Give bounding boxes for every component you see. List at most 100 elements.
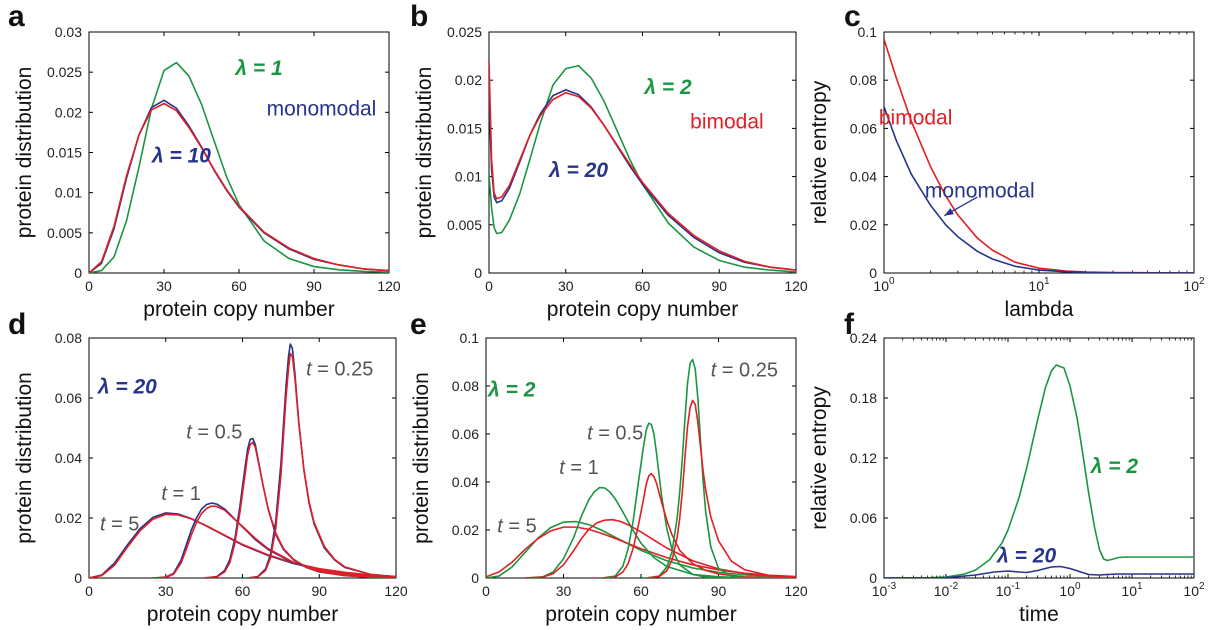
panel-label-e: e [410, 308, 427, 341]
y-tick-label: 0.01 [55, 185, 82, 201]
tick-base: 10 [872, 583, 888, 599]
x-tick-label: 100 [1059, 581, 1081, 599]
x-axis-label: protein copy number [547, 298, 738, 321]
x-axis-label: lambda [1005, 298, 1074, 321]
x-tick-label: 90 [711, 278, 727, 294]
y-tick-label: 0 [74, 265, 82, 281]
x-tick-label: 120 [377, 278, 401, 294]
annotation-rest: = 5 [106, 513, 140, 535]
y-tick-label: 0 [869, 570, 877, 586]
x-axis-label: time [1019, 603, 1059, 626]
x-tick-label: 60 [235, 583, 251, 599]
annotation-var: t [497, 516, 504, 538]
y-tick-label: 0 [74, 570, 82, 586]
series-line-green-4 [602, 422, 796, 578]
annotation-arrowhead [944, 208, 954, 216]
annotation-var: t [161, 483, 168, 505]
x-tick-label: 120 [784, 583, 808, 599]
tick-base: 10 [1183, 583, 1199, 599]
series-line-blue-4 [204, 437, 396, 578]
y-axis-label: protein distribution [410, 372, 433, 544]
y-axis-label: protein distribution [13, 67, 36, 239]
x-axis-label: protein copy number [143, 298, 334, 321]
tick-exponent: 2 [1199, 276, 1205, 287]
y-tick-label: 0.02 [55, 104, 82, 120]
panel-label-b: b [410, 0, 428, 33]
annotation-label: bimodal [879, 107, 953, 130]
x-tick-label: 60 [633, 583, 649, 599]
y-tick-label: 0.08 [850, 72, 877, 88]
tick-exponent: 1 [1137, 581, 1143, 592]
x-tick-label: 120 [784, 278, 808, 294]
y-tick-label: 0.08 [452, 378, 479, 394]
x-tick-label: 30 [158, 583, 174, 599]
y-tick-label: 0 [471, 570, 479, 586]
tick-exponent: 0 [1075, 581, 1081, 592]
tick-exponent: 0 [889, 276, 895, 287]
annotation-rest: = 0.25 [312, 359, 374, 381]
y-tick-label: 0.015 [47, 145, 82, 161]
panel-d: d 0 0.02 0.04 0.06 0.08 0 30 60 90 120 protein copy… [8, 308, 408, 626]
annotation-label: t = 0.25 [306, 359, 373, 381]
x-axis-label: protein copy number [147, 603, 338, 626]
y-tick-label: 0.005 [47, 225, 82, 241]
y-tick-label: 0.18 [850, 390, 877, 406]
y-tick-label: 0.02 [455, 72, 482, 88]
y-axis-label: protein distribution [413, 67, 436, 239]
y-tick-label: 0.04 [452, 474, 479, 490]
tick-base: 10 [1028, 278, 1044, 294]
series-line-red-0 [884, 38, 1194, 273]
x-tick-label: 10-3 [872, 581, 897, 599]
series-line-blue-1 [884, 106, 1194, 273]
series-line-green-0 [486, 520, 796, 578]
y-axis-label: relative entropy [808, 80, 831, 224]
annotation-label: t = 1 [559, 457, 598, 479]
series-line-red-3 [524, 518, 796, 578]
y-tick-label: 0.02 [452, 522, 479, 538]
y-tick-label: 0.1 [460, 330, 480, 346]
panel-label-a: a [8, 0, 25, 33]
series-line-red-5 [204, 441, 396, 578]
annotation-label: λ = 20 [996, 545, 1056, 568]
y-tick-label: 0 [869, 265, 877, 281]
annotation-rest: = 0.25 [716, 360, 778, 382]
tick-base: 10 [1183, 278, 1199, 294]
annotation-label: λ = 20 [548, 159, 608, 182]
x-tick-label: 0 [485, 278, 493, 294]
y-tick-label: 0.01 [455, 169, 482, 185]
tick-exponent: -3 [887, 581, 896, 592]
annotation-rest: = 0.5 [593, 423, 644, 445]
x-axis-label: protein copy number [545, 603, 736, 626]
y-tick-label: 0.06 [850, 510, 877, 526]
annotation-rest: = 5 [503, 516, 537, 538]
series-line-green-0 [89, 61, 389, 273]
x-tick-label: 60 [231, 278, 247, 294]
annotation-label: t = 5 [497, 516, 536, 538]
series-line-green-0 [489, 64, 796, 273]
y-axis-label: relative entropy [808, 386, 831, 530]
series-line-red-7 [646, 399, 796, 578]
annotation-label: t = 5 [100, 513, 139, 535]
annotation-rest: = 0.5 [192, 422, 243, 444]
x-tick-label: 30 [156, 278, 172, 294]
annotation-label: λ = 20 [97, 376, 157, 399]
panel-a: a 0 0.005 0.01 0.015 0.02 0.025 0.03 0 30 60 90 120 p… [8, 0, 401, 321]
annotation-label: bimodal [690, 111, 764, 134]
tick-base: 10 [996, 583, 1012, 599]
y-tick-label: 0.04 [850, 169, 877, 185]
x-tick-label: 102 [1183, 276, 1205, 294]
annotation-var: t [711, 360, 718, 382]
plot-frame [488, 31, 797, 274]
x-tick-label: 101 [1121, 581, 1143, 599]
x-tick-label: 30 [556, 583, 572, 599]
y-tick-label: 0.005 [447, 217, 482, 233]
y-tick-label: 0.08 [55, 330, 82, 346]
annotation-rest: = 1 [167, 483, 201, 505]
series-line-red-2 [89, 102, 389, 273]
tick-base: 10 [1059, 583, 1075, 599]
tick-base: 10 [1121, 583, 1137, 599]
y-tick-label: 0.015 [447, 120, 482, 136]
panel-b: b 0 0.005 0.01 0.015 0.02 0.025 0 30 60 90 120 prote… [410, 0, 808, 321]
